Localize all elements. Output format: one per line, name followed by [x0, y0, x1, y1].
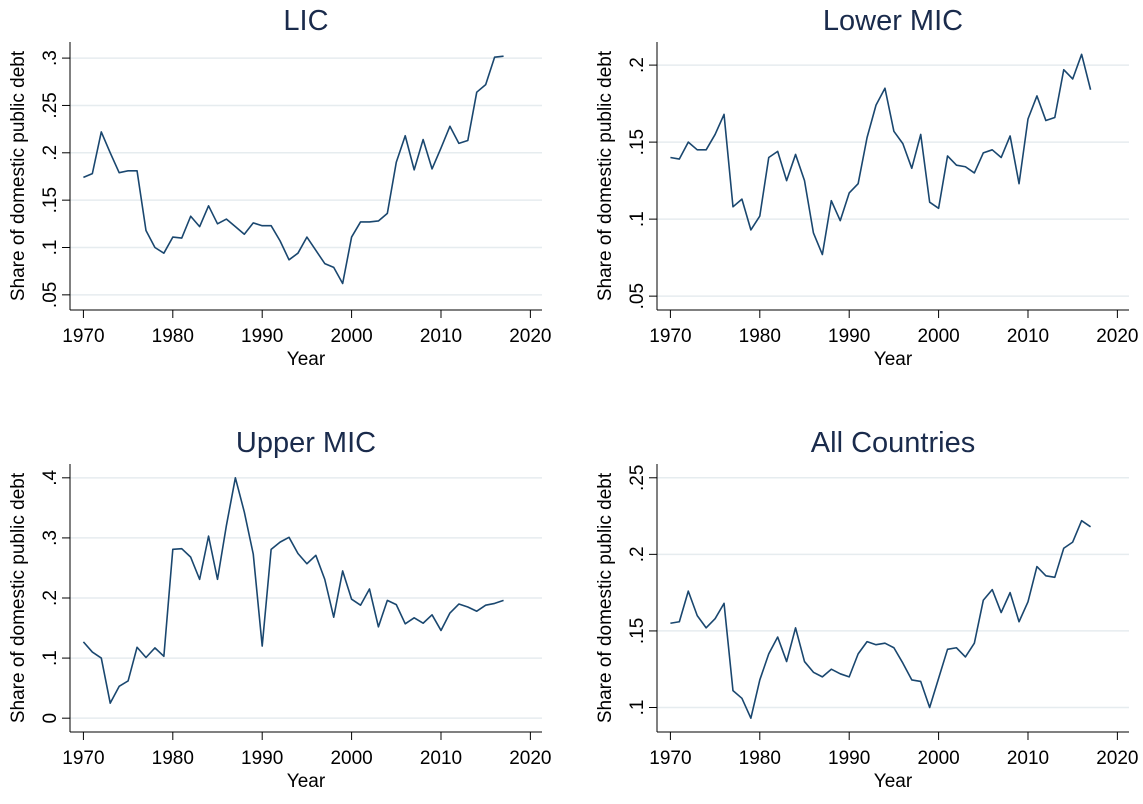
x-tick-label: 1970: [62, 748, 104, 769]
chart-title: Upper MIC: [236, 427, 376, 459]
y-tick-label: .1: [627, 700, 648, 716]
x-tick-label: 1970: [649, 326, 691, 347]
x-tick-label: 1990: [241, 326, 283, 347]
y-tick-label: .2: [627, 57, 648, 73]
x-tick-label: 2020: [1096, 326, 1138, 347]
x-axis-title: Year: [874, 349, 913, 370]
x-tick-label: 2000: [330, 748, 372, 769]
x-tick-label: 1970: [62, 326, 104, 347]
y-tick-label: .1: [627, 211, 648, 227]
y-axis-title: Share of domestic public debt: [8, 50, 29, 301]
y-axis-title: Share of domestic public debt: [595, 50, 616, 301]
x-tick-label: 1980: [739, 748, 781, 769]
x-tick-label: 1980: [152, 326, 194, 347]
y-tick-label: .3: [40, 50, 61, 66]
x-tick-label: 2010: [420, 748, 462, 769]
y-tick-label: 0: [40, 713, 61, 724]
data-line: [83, 55, 504, 285]
chart-title: LIC: [283, 5, 328, 37]
data-line: [82, 477, 504, 704]
y-tick-label: .2: [40, 145, 61, 161]
chart-title: All Countries: [811, 427, 975, 459]
y-tick-label: .05: [627, 283, 648, 309]
x-tick-label: 2000: [917, 326, 959, 347]
data-line: [670, 519, 1092, 720]
x-tick-label: 2010: [1007, 748, 1049, 769]
x-axis-title: Year: [287, 771, 326, 792]
data-line: [670, 53, 1092, 256]
x-axis-title: Year: [874, 771, 913, 792]
y-axis-title: Share of domestic public debt: [8, 472, 29, 723]
x-tick-label: 2000: [330, 326, 372, 347]
y-tick-label: .1: [40, 650, 61, 666]
x-tick-label: 2020: [509, 748, 551, 769]
x-tick-label: 1990: [241, 748, 283, 769]
x-tick-label: 1970: [649, 748, 691, 769]
x-tick-label: 1980: [739, 326, 781, 347]
chart-title: Lower MIC: [823, 5, 963, 37]
y-tick-label: .25: [40, 92, 61, 118]
y-tick-label: .15: [40, 187, 61, 213]
x-axis-title: Year: [287, 349, 326, 370]
y-tick-label: .2: [40, 590, 61, 606]
y-tick-label: .1: [40, 240, 61, 256]
x-tick-label: 1980: [152, 748, 194, 769]
x-tick-label: 2000: [917, 748, 959, 769]
x-tick-label: 2010: [1007, 326, 1049, 347]
x-tick-label: 1990: [828, 748, 870, 769]
y-tick-label: .25: [627, 465, 648, 491]
x-tick-label: 2020: [1096, 748, 1138, 769]
y-tick-label: .4: [40, 469, 61, 485]
x-tick-label: 2010: [420, 326, 462, 347]
y-tick-label: .2: [627, 546, 648, 562]
y-axis-title: Share of domestic public debt: [595, 472, 616, 723]
x-tick-label: 1990: [828, 326, 870, 347]
y-tick-label: .3: [40, 530, 61, 546]
y-tick-label: .15: [627, 129, 648, 155]
y-tick-label: .15: [627, 618, 648, 644]
y-tick-label: .05: [40, 282, 61, 308]
x-tick-label: 2020: [509, 326, 551, 347]
